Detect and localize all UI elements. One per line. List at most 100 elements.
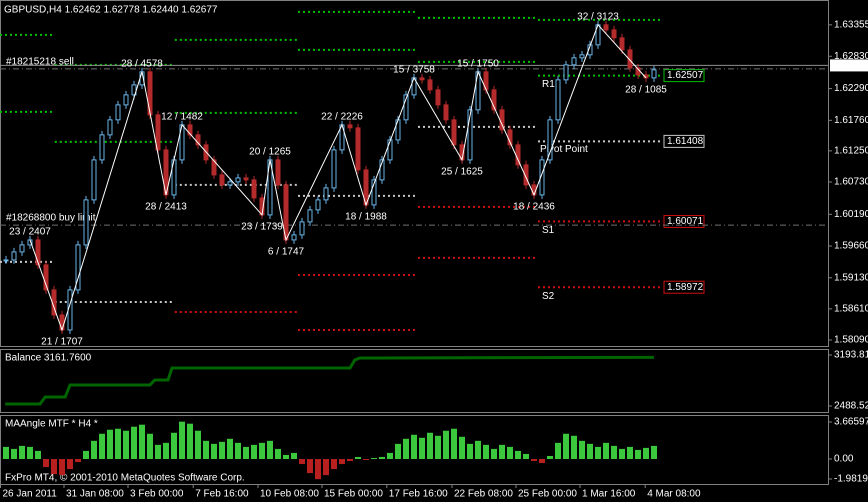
histogram-bar <box>315 458 321 480</box>
histogram-bar <box>251 444 257 459</box>
histogram-bar <box>83 450 89 459</box>
histogram-bar <box>595 446 601 459</box>
candle <box>419 77 425 81</box>
histogram-bar <box>571 435 577 459</box>
candle <box>611 29 617 39</box>
candle <box>211 159 217 176</box>
histogram-bar <box>395 443 401 459</box>
histogram-bar <box>347 458 353 462</box>
candle <box>571 57 577 66</box>
histogram-bar <box>339 458 345 465</box>
current-price-label: 1.62677 <box>832 60 868 71</box>
candle <box>187 124 193 136</box>
y-tick-label: 0.00 <box>834 454 854 465</box>
level-box <box>663 134 705 148</box>
y-tick-label: 1.61250 <box>834 145 868 156</box>
candle <box>603 24 609 31</box>
candle <box>435 89 441 106</box>
current-price-box <box>830 59 868 72</box>
histogram-bar <box>67 458 73 470</box>
histogram-bar <box>363 458 369 461</box>
level-value: 1.62507 <box>667 70 704 81</box>
candle <box>75 244 81 291</box>
x-tick-label: 7 Feb 16:00 <box>195 489 249 500</box>
candle <box>123 94 129 106</box>
y-tick-label: 2488.52 <box>834 401 868 412</box>
candle <box>491 89 497 111</box>
histogram-bar <box>11 448 17 459</box>
x-tick-label: 22 Feb 08:00 <box>454 489 513 500</box>
histogram-bar <box>107 429 113 459</box>
indicator-panel <box>0 415 829 485</box>
order-label: #18268800 buy limit <box>6 213 96 224</box>
zigzag-label: 25 / 1625 <box>441 167 483 178</box>
histogram-bar <box>227 438 233 459</box>
histogram-bar <box>163 442 169 459</box>
histogram-bar <box>171 432 177 459</box>
candle <box>115 104 121 121</box>
y-tick-label: 3193.81 <box>834 350 868 361</box>
zigzag <box>29 23 647 332</box>
zigzag-label: 23 / 2407 <box>9 227 51 238</box>
candle <box>331 149 337 189</box>
histogram-bar <box>147 433 153 459</box>
histogram-bar <box>387 452 393 459</box>
histogram-bar <box>59 458 65 476</box>
candle <box>387 139 393 161</box>
zigzag-label: 15 / 1750 <box>457 58 499 69</box>
candle <box>443 104 449 121</box>
histogram-bar <box>179 421 185 459</box>
candle <box>19 244 25 253</box>
candle <box>379 159 385 181</box>
histogram-bar <box>195 430 201 459</box>
x-tick-label: 17 Feb 16:00 <box>389 489 448 500</box>
histogram-bar <box>243 446 249 459</box>
candle <box>651 69 657 79</box>
x-tick-label: 3 Feb 00:00 <box>130 489 184 500</box>
histogram-bar <box>515 450 521 459</box>
order-label: #18215218 sell <box>6 56 74 67</box>
zigzag-label: 21 / 1707 <box>41 337 83 348</box>
histogram-bar <box>139 424 145 459</box>
balance-label: Balance 3161.7600 <box>5 353 92 364</box>
histogram-bar <box>211 443 217 459</box>
candle <box>3 259 9 262</box>
zigzag-label: 22 / 2226 <box>321 112 363 123</box>
candle <box>555 79 561 121</box>
x-tick-label: 26 Jan 2011 <box>3 489 58 500</box>
candle <box>315 199 321 211</box>
histogram-bar <box>499 444 505 459</box>
candle <box>523 164 529 186</box>
histogram-bar <box>435 435 441 459</box>
candle <box>235 177 241 183</box>
candle <box>91 159 97 201</box>
histogram-bar <box>403 438 409 459</box>
histogram-bar <box>411 434 417 459</box>
candle <box>371 179 377 206</box>
candle <box>35 239 41 266</box>
candle <box>451 119 457 146</box>
level-box <box>663 214 705 228</box>
candle <box>227 181 233 186</box>
level-box <box>663 69 705 83</box>
indicator-label: MAAngle MTF * H4 * <box>5 419 98 430</box>
zigzag-label: 15 / 3758 <box>393 65 435 76</box>
y-tick-label: 1.61760 <box>834 115 868 126</box>
histogram-bar <box>531 458 537 462</box>
histogram-bar <box>43 458 49 468</box>
candle <box>11 251 17 261</box>
histogram-bar <box>627 446 633 459</box>
zigzag-label: 20 / 1265 <box>249 147 291 158</box>
x-tick-label: 15 Feb 00:00 <box>324 489 383 500</box>
histogram-bar <box>475 440 481 459</box>
histogram-bar <box>635 449 641 459</box>
histogram-bar <box>419 437 425 459</box>
zigzag-label: 23 / 1739 <box>241 222 283 233</box>
zigzag-label: 18 / 1988 <box>345 212 387 223</box>
candle <box>355 127 361 171</box>
y-tick-label: 1.62290 <box>834 83 868 94</box>
histogram-bar <box>643 447 649 459</box>
y-tick-label: 1.58610 <box>834 304 868 315</box>
candle <box>83 199 89 246</box>
histogram-bar <box>579 440 585 459</box>
